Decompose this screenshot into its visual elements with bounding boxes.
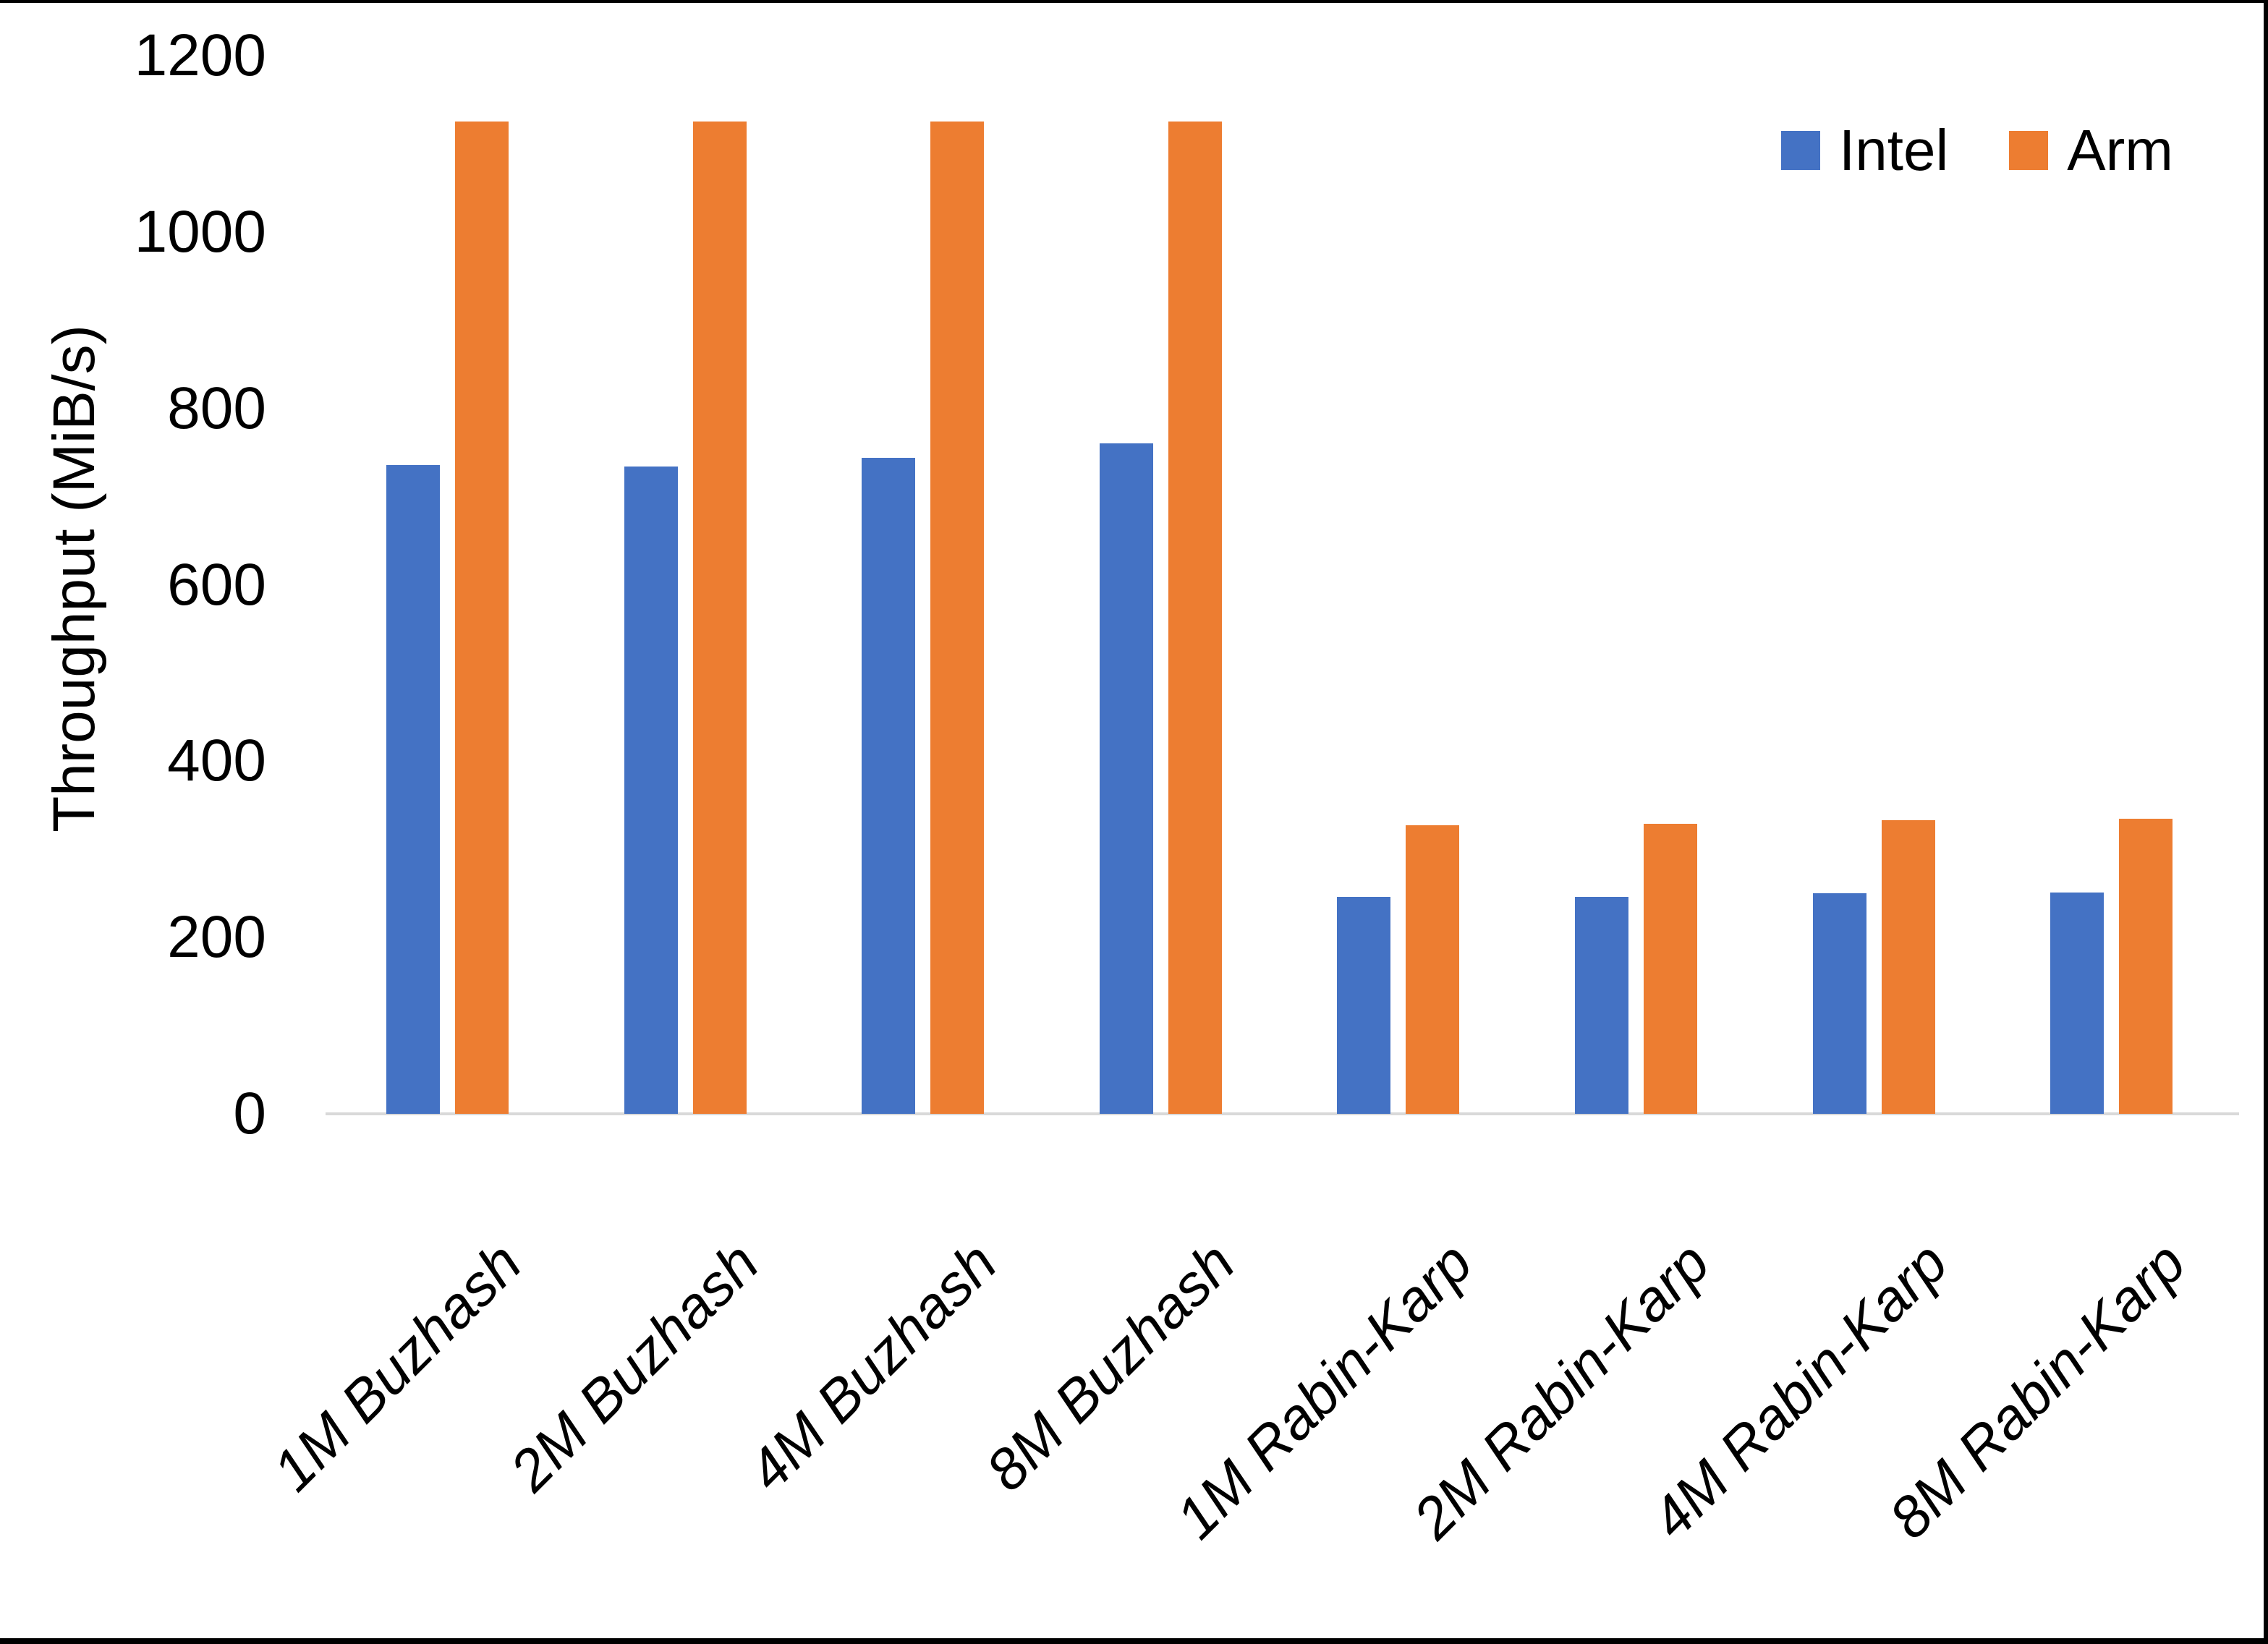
bar-intel-8m-rabin-karp	[2050, 892, 2105, 1114]
y-tick-label: 600	[167, 551, 266, 618]
frame-right-border	[2264, 0, 2268, 1644]
bar-intel-8m-buzhash	[1099, 443, 1153, 1114]
x-axis-line	[326, 1112, 2239, 1115]
y-tick-label: 1000	[134, 198, 266, 265]
legend-swatch-arm	[2009, 131, 2049, 170]
bar-arm-4m-rabin-karp	[1881, 820, 1935, 1114]
bar-arm-1m-rabin-karp	[1406, 825, 1460, 1114]
legend: Intel Arm	[1781, 122, 2173, 179]
y-axis-title: Throughput (MiB/s)	[41, 325, 107, 832]
bar-arm-8m-rabin-karp	[2119, 818, 2173, 1114]
bar-intel-2m-rabin-karp	[1575, 897, 1628, 1114]
bar-intel-2m-buzhash	[624, 467, 678, 1114]
x-tick-label-4m-buzhash: 4M Buzhash	[735, 1230, 1009, 1504]
bar-arm-4m-buzhash	[930, 122, 985, 1114]
bar-intel-4m-buzhash	[862, 457, 916, 1114]
x-tick-label-1m-buzhash: 1M Buzhash	[260, 1230, 534, 1504]
legend-label-arm: Arm	[2067, 118, 2173, 182]
legend-label-intel: Intel	[1839, 118, 1949, 182]
frame-bottom-border	[0, 1638, 2268, 1644]
frame-top-border	[0, 0, 2268, 3]
y-tick-label: 200	[167, 904, 266, 971]
bar-arm-2m-buzhash	[692, 122, 747, 1114]
y-tick-label: 800	[167, 375, 266, 441]
bar-arm-8m-buzhash	[1168, 122, 1222, 1114]
bar-intel-4m-rabin-karp	[1812, 893, 1866, 1114]
bar-arm-1m-buzhash	[455, 122, 509, 1114]
y-tick-label: 400	[167, 728, 266, 794]
bar-arm-2m-rabin-karp	[1644, 823, 1697, 1114]
bar-intel-1m-rabin-karp	[1337, 897, 1391, 1114]
legend-swatch-intel	[1781, 131, 1820, 170]
legend-item-arm: Arm	[2009, 122, 2173, 179]
x-tick-label-2m-buzhash: 2M Buzhash	[498, 1230, 771, 1504]
y-tick-label: 0	[233, 1081, 266, 1146]
y-tick-label: 1200	[134, 22, 266, 88]
legend-item-intel: Intel	[1781, 122, 1948, 179]
bar-intel-1m-buzhash	[386, 464, 440, 1114]
